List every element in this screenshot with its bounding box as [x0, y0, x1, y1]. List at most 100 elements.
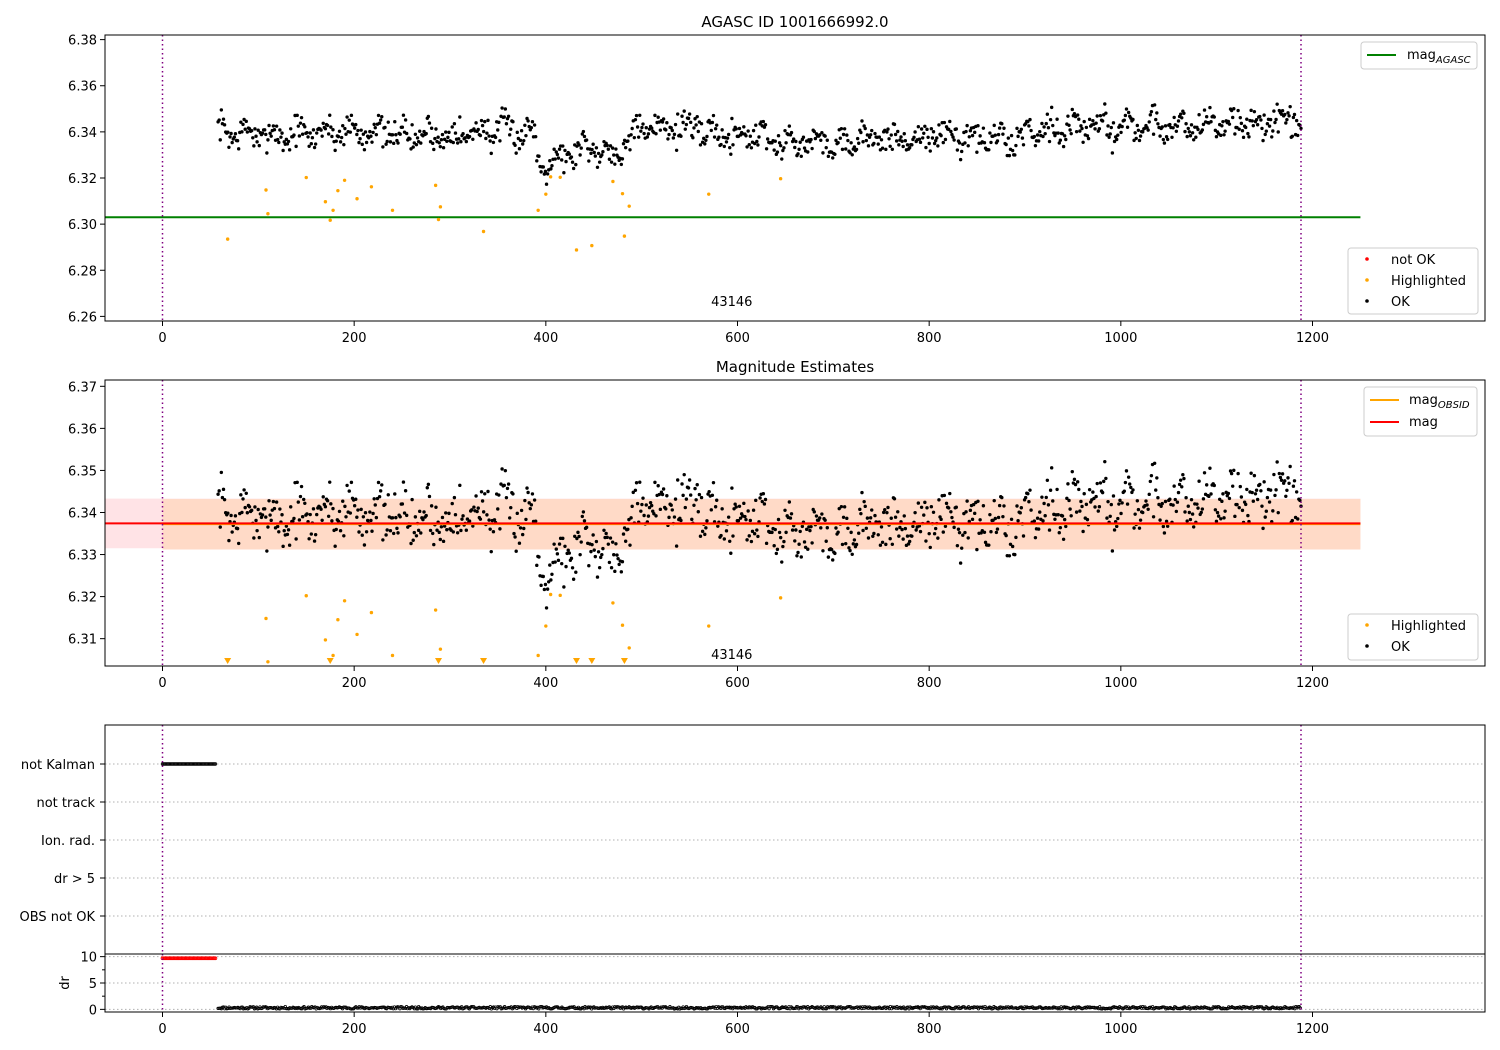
ok-point	[654, 132, 658, 136]
ok-point	[500, 467, 504, 471]
ok-point	[1010, 148, 1015, 153]
ok-point	[684, 122, 689, 127]
ok-point	[916, 125, 921, 129]
ok-point	[386, 493, 390, 497]
ok-point	[295, 113, 299, 118]
ok-point	[754, 123, 758, 127]
ok-point	[255, 528, 259, 533]
ok-point	[631, 490, 635, 495]
ok-point	[667, 515, 671, 520]
ok-point	[889, 133, 893, 137]
legend-label-main: mag	[1407, 48, 1436, 63]
ok-point	[307, 537, 311, 541]
ok-point	[1162, 141, 1167, 145]
ok-point	[1258, 482, 1262, 487]
ok-point	[297, 518, 302, 522]
ok-point	[433, 136, 437, 141]
ok-point	[1123, 113, 1128, 118]
ok-point	[847, 546, 851, 550]
ok-point	[600, 552, 604, 557]
x-tick-label: 0	[158, 676, 166, 691]
ok-point	[1262, 480, 1266, 484]
ok-point	[485, 131, 489, 135]
ok-point	[1102, 479, 1106, 484]
ok-point	[942, 493, 947, 498]
ok-point	[339, 135, 344, 140]
ok-point	[846, 138, 850, 143]
ok-point	[1165, 137, 1170, 142]
ok-point	[923, 124, 927, 129]
highlighted-point	[342, 599, 347, 603]
ok-point	[393, 120, 397, 124]
ok-point	[431, 141, 435, 146]
ok-point	[752, 532, 757, 536]
ok-point	[1175, 124, 1180, 128]
ok-point	[872, 531, 876, 536]
ok-point	[1075, 113, 1080, 117]
ok-point	[303, 125, 307, 129]
ok-point	[775, 150, 780, 154]
ok-point	[1158, 518, 1162, 522]
ok-point	[229, 131, 233, 136]
ok-point	[1141, 510, 1145, 515]
ok-point	[973, 130, 977, 135]
ok-point	[955, 543, 960, 548]
ok-point	[309, 532, 314, 536]
highlighted-point	[369, 610, 374, 615]
ok-point	[292, 516, 296, 521]
ok-point	[1291, 484, 1296, 488]
ok-point	[485, 513, 489, 517]
ok-point	[673, 122, 678, 127]
ok-point	[484, 136, 488, 141]
plot-area-3	[105, 762, 1485, 917]
ok-point	[755, 139, 759, 144]
ok-point	[823, 518, 827, 522]
ok-point	[1212, 483, 1216, 488]
ok-point	[1283, 112, 1287, 117]
ok-point	[799, 154, 803, 158]
ok-point	[594, 146, 599, 150]
legend-points-2	[1347, 613, 1479, 661]
ok-point	[1176, 490, 1181, 495]
ok-point	[790, 528, 795, 532]
legend-label: Highlighted	[1391, 619, 1466, 634]
ok-point	[842, 505, 847, 509]
clipped-marker	[326, 658, 334, 664]
ok-point	[1055, 487, 1059, 492]
ok-point	[1058, 525, 1063, 530]
ok-point	[907, 146, 912, 150]
ok-point	[271, 124, 276, 128]
ok-point	[691, 136, 695, 140]
ok-point	[505, 486, 510, 491]
ok-point	[437, 141, 441, 145]
ok-point	[1158, 134, 1162, 138]
ok-point	[880, 146, 885, 150]
y-tick-label: 6.26	[68, 310, 97, 325]
ok-point	[1272, 472, 1276, 477]
ok-point	[502, 483, 506, 488]
highlighted-point	[336, 188, 340, 193]
ok-point	[1047, 139, 1052, 144]
ok-point	[943, 137, 948, 142]
ok-point	[704, 138, 708, 142]
ok-point	[774, 551, 779, 556]
ok-point	[997, 126, 1002, 130]
ok-point	[222, 123, 227, 127]
ok-point	[579, 540, 583, 544]
ok-point	[1254, 117, 1259, 122]
ok-point	[1184, 122, 1188, 126]
ok-point	[1226, 491, 1231, 496]
ok-point	[336, 519, 341, 523]
ok-point	[1001, 514, 1005, 519]
ok-point	[452, 122, 457, 126]
ok-point	[653, 113, 657, 118]
legend-label: not OK	[1391, 253, 1436, 268]
ok-point	[1222, 516, 1226, 520]
ok-point	[264, 515, 268, 519]
ok-point	[902, 514, 906, 518]
ok-point	[1104, 111, 1108, 115]
ok-point	[401, 113, 406, 117]
ok-point	[455, 141, 460, 145]
obsid-label-1: 43146	[711, 295, 752, 310]
